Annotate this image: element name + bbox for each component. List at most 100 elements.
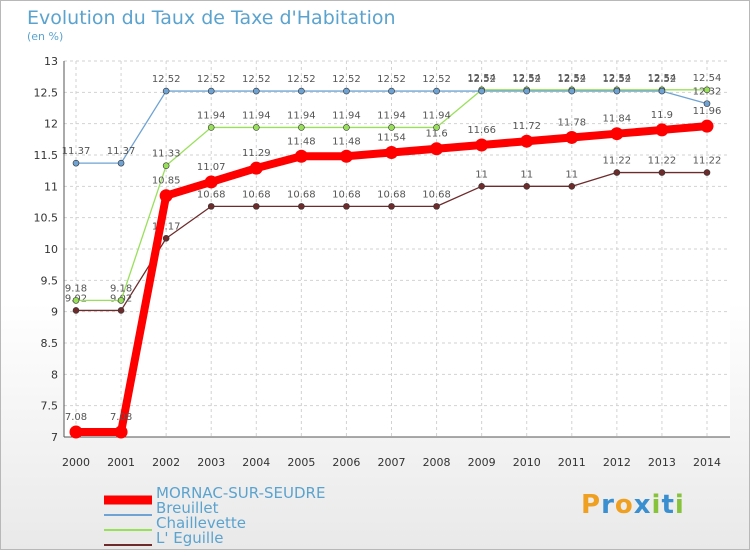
data-point [658, 87, 666, 95]
x-tick-label: 2008 [423, 456, 451, 469]
data-point [298, 124, 305, 131]
data-point [162, 87, 170, 95]
data-point [613, 87, 621, 95]
data-point [207, 203, 215, 210]
y-tick-label: 12.5 [34, 86, 59, 99]
data-label: 10.68 [422, 189, 451, 200]
data-point [385, 145, 398, 159]
x-tick-label: 2013 [648, 456, 676, 469]
data-label: 12.52 [197, 74, 226, 85]
data-point [433, 124, 440, 131]
data-point [655, 123, 669, 137]
data-label: 12.52 [377, 74, 406, 85]
data-point [568, 87, 576, 95]
data-label: 10.85 [152, 176, 181, 187]
data-point [252, 87, 260, 95]
data-label: 11.22 [648, 156, 677, 167]
data-point [252, 203, 260, 210]
data-label: 12.54 [693, 73, 722, 84]
data-point [565, 130, 579, 144]
x-tick-label: 2012 [603, 456, 631, 469]
data-label: 11 [565, 169, 578, 180]
data-point [703, 86, 711, 94]
data-point [72, 159, 80, 167]
data-label: 12.54 [467, 73, 496, 84]
data-label: 12.52 [422, 74, 451, 85]
proxiti-logo: Proxiti [581, 490, 685, 520]
x-tick-label: 2003 [197, 456, 225, 469]
data-label: 12.32 [693, 87, 722, 98]
data-point [610, 127, 624, 141]
data-point [703, 100, 711, 107]
legend-swatch-chaillevette [104, 529, 152, 531]
y-tick-label: 11 [44, 180, 58, 193]
data-point [207, 124, 215, 131]
data-point [430, 142, 444, 156]
data-label: 9.18 [110, 283, 132, 294]
y-tick-label: 10 [44, 243, 58, 256]
data-point [613, 169, 621, 176]
data-label: 11.94 [332, 110, 361, 121]
x-tick-label: 2004 [242, 456, 270, 469]
data-label: 11.94 [377, 110, 406, 121]
y-tick-label: 9 [51, 306, 58, 319]
data-point [703, 169, 711, 176]
data-label: 11.78 [557, 117, 586, 128]
data-label: 12.54 [512, 73, 541, 84]
x-tick-label: 2009 [468, 456, 496, 469]
legend-label-mornac: MORNAC-SUR-SEUDRE [156, 484, 326, 502]
data-label: 11.48 [332, 136, 361, 147]
data-label: 12.52 [332, 74, 361, 85]
legend-label-chaillevette: Chaillevette [156, 514, 246, 532]
data-point [343, 87, 350, 95]
data-point [478, 183, 485, 190]
data-label: 11.37 [107, 146, 136, 157]
y-tick-label: 8 [51, 368, 58, 381]
data-label: 11.84 [603, 114, 632, 125]
y-tick-label: 12 [44, 118, 58, 131]
data-label: 12.52 [152, 74, 181, 85]
data-point [117, 159, 125, 167]
data-label: 12.54 [603, 73, 632, 84]
data-label: 10.68 [332, 189, 361, 200]
data-point [568, 183, 576, 190]
data-label: 10.68 [242, 189, 271, 200]
data-label: 11.6 [425, 129, 447, 140]
data-point [475, 138, 489, 152]
x-tick-label: 2006 [332, 456, 360, 469]
data-point [252, 124, 260, 131]
data-label: 12.54 [557, 73, 586, 84]
legend-swatch-eguille [104, 544, 152, 546]
x-tick-label: 2001 [107, 456, 135, 469]
data-label: 11.29 [242, 148, 271, 159]
legend-swatch-breuillet [104, 514, 152, 516]
data-point [298, 87, 305, 95]
data-point [339, 149, 353, 163]
data-label: 11.94 [197, 110, 226, 121]
data-label: 11.94 [287, 110, 316, 121]
data-point [343, 203, 350, 210]
data-label: 11.54 [377, 132, 406, 143]
data-label: 12.52 [467, 74, 496, 85]
data-point [204, 175, 218, 189]
data-label: 12.52 [512, 74, 541, 85]
data-label: 11.37 [62, 146, 91, 157]
y-tick-label: 10.5 [34, 212, 59, 225]
data-label: 11.22 [693, 156, 722, 167]
x-tick-label: 2000 [62, 456, 90, 469]
data-point [294, 149, 308, 163]
data-label: 11.22 [603, 156, 632, 167]
y-tick-label: 7 [51, 431, 58, 444]
data-point [478, 87, 485, 95]
data-label: 11.72 [512, 121, 541, 132]
x-tick-label: 2011 [558, 456, 586, 469]
data-point [658, 169, 666, 176]
data-label: 9.18 [65, 283, 87, 294]
x-tick-label: 2002 [152, 456, 180, 469]
data-label: 12.52 [648, 74, 677, 85]
data-point [388, 203, 395, 210]
data-point [298, 203, 305, 210]
data-label: 7.08 [65, 412, 87, 423]
data-point [249, 161, 263, 175]
